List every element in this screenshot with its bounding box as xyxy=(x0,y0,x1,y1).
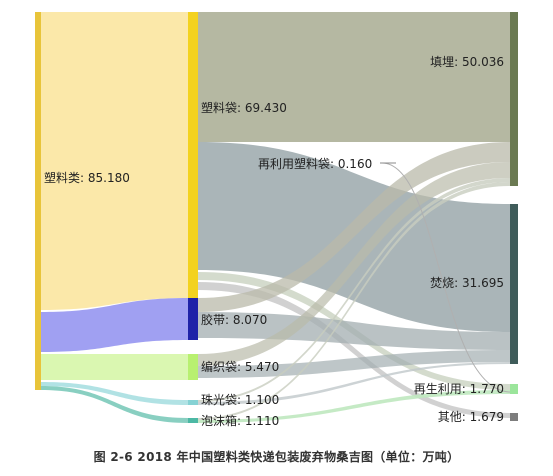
node-other xyxy=(510,413,518,421)
node-incinerate xyxy=(510,204,518,364)
label-tape: 胶带: 8.070 xyxy=(201,312,267,327)
node-bag xyxy=(188,12,198,298)
label-bag: 塑料袋: 69.430 xyxy=(201,100,287,115)
link-foam-recycle xyxy=(198,390,510,423)
node-bubble xyxy=(188,400,198,405)
link-total-tape xyxy=(41,298,188,352)
node-recycle xyxy=(510,384,518,394)
label-woven: 编织袋: 5.470 xyxy=(201,359,279,374)
link-bubble-incinerate xyxy=(198,362,510,405)
link-total-foam xyxy=(41,386,188,423)
sankey-links xyxy=(41,12,511,423)
link-total-bag xyxy=(41,12,188,310)
link-tape-incinerate xyxy=(198,312,510,350)
label-reuse_bag: 再利用塑料袋: 0.160 xyxy=(258,156,372,171)
node-tape xyxy=(188,298,198,340)
node-total xyxy=(35,12,41,390)
sankey-labels: 塑料类: 85.180 塑料袋: 69.430 再利用塑料袋: 0.160 胶带: 8… xyxy=(44,55,504,428)
label-foam: 泡沫箱: 1.110 xyxy=(201,413,279,428)
node-foam xyxy=(188,418,198,423)
link-bag-landfill xyxy=(198,12,510,142)
label-landfill: 填埋: 50.036 xyxy=(430,55,504,69)
label-bubble: 珠光袋: 1.100 xyxy=(201,393,279,407)
sankey-nodes xyxy=(35,12,518,423)
figure-caption: 图 2-6 2018 年中国塑料类快递包装废弃物桑吉图（单位：万吨） xyxy=(93,450,460,464)
link-tape-landfill xyxy=(198,142,510,312)
link-reuse-bag xyxy=(381,162,511,393)
link-bubble-landfill xyxy=(198,178,510,402)
label-total: 塑料类: 85.180 xyxy=(44,170,130,185)
label-other: 其他: 1.679 xyxy=(438,410,504,424)
link-total-bubble xyxy=(41,382,188,405)
label-recycle: 再生利用: 1.770 xyxy=(414,382,504,396)
link-total-woven xyxy=(41,354,188,380)
node-woven xyxy=(188,354,198,380)
node-landfill xyxy=(510,12,518,186)
link-woven-landfill xyxy=(198,162,510,366)
label-incinerate: 焚烧: 31.695 xyxy=(430,276,504,290)
link-bag-other xyxy=(198,282,510,418)
link-woven-incinerate xyxy=(198,350,510,378)
link-foam-landfill xyxy=(198,182,510,420)
